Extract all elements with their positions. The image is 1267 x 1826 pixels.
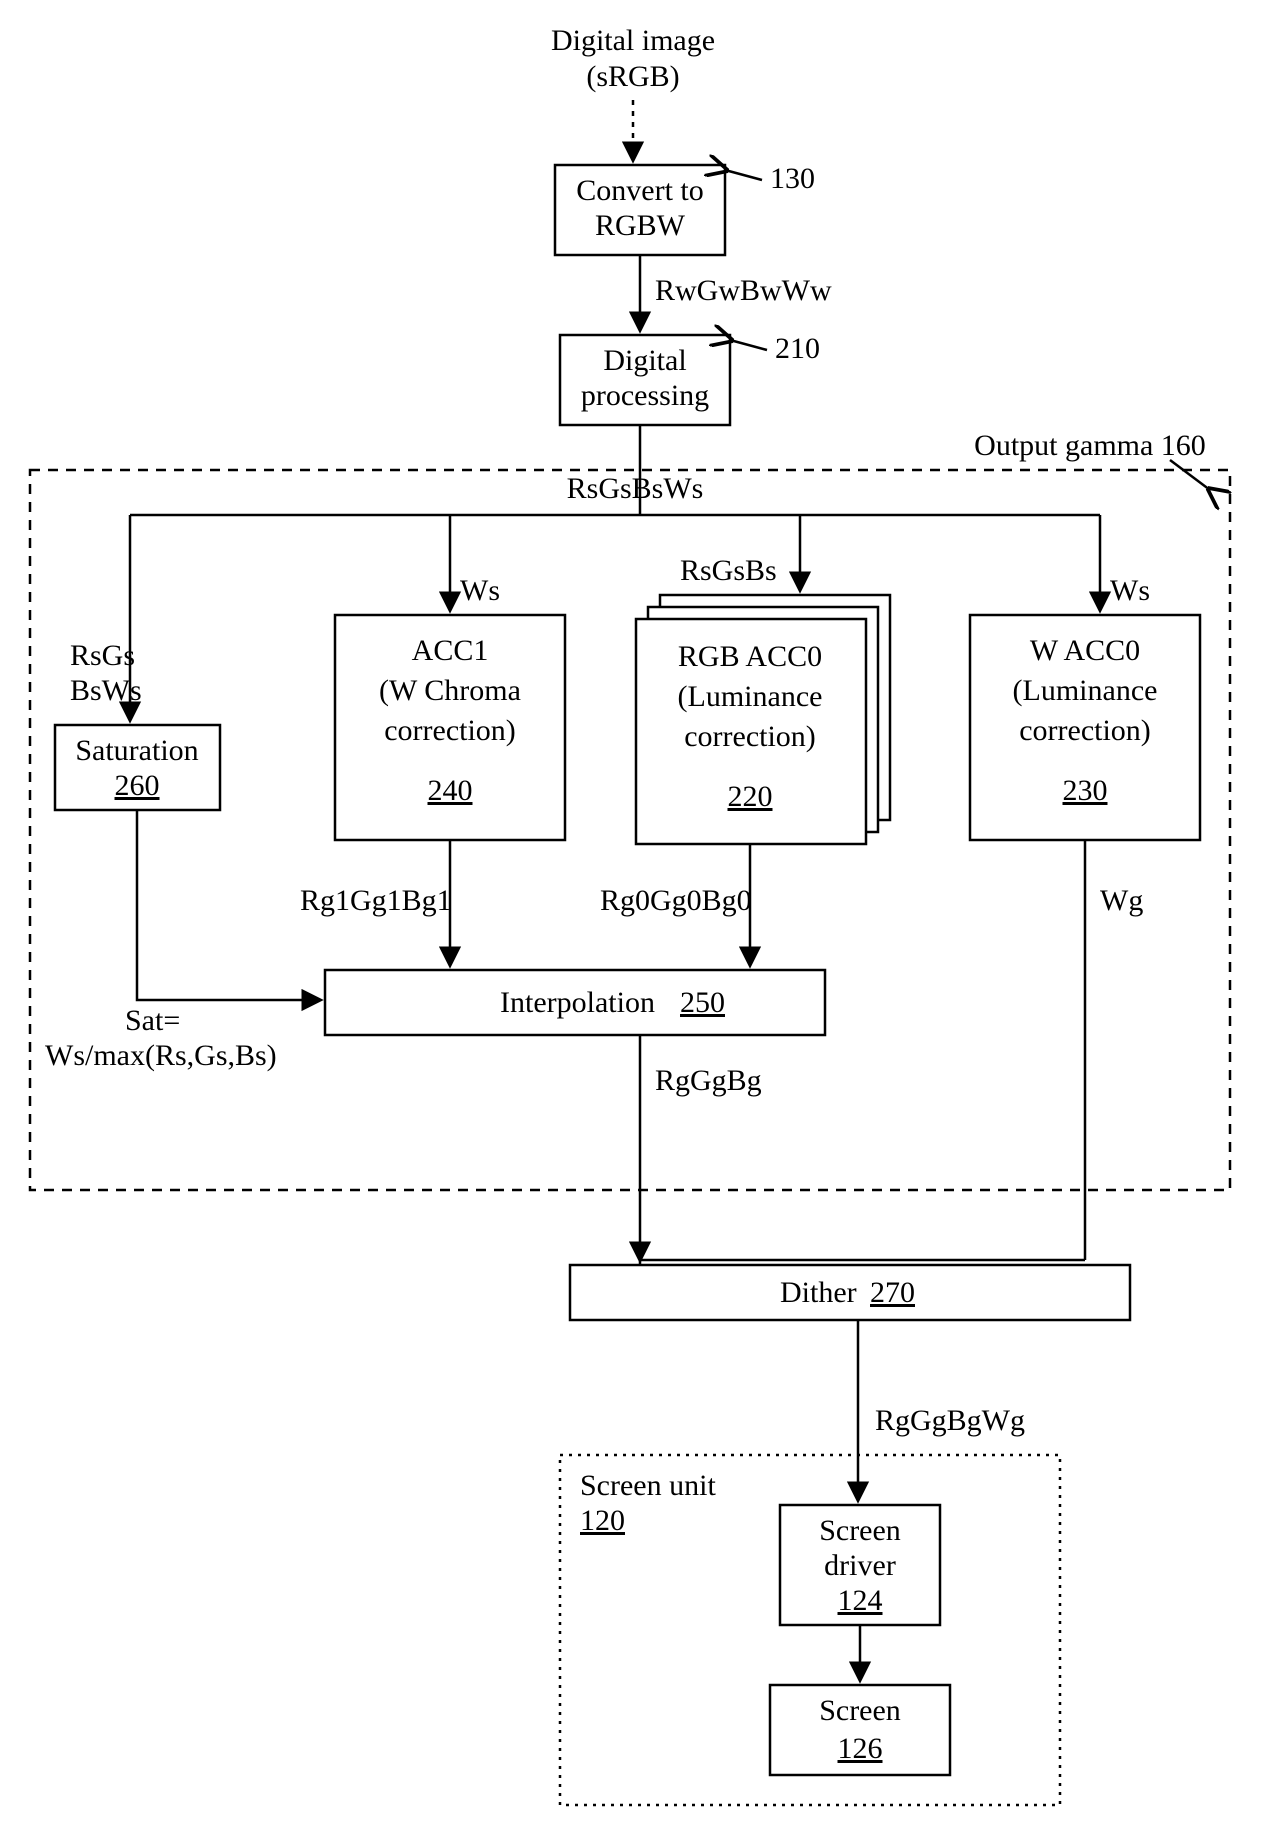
- digital-processing-box: Digital processing: [560, 335, 730, 425]
- sat-expr2: Ws/max(Rs,Gs,Bs): [45, 1039, 277, 1072]
- arrow-sat-interp: [137, 810, 320, 1000]
- wg-label: Wg: [1100, 884, 1143, 917]
- wacc0-line1: W ACC0: [1030, 634, 1140, 667]
- ws-to-wacc0: Ws: [1110, 574, 1150, 607]
- acc1-box: ACC1 (W Chroma correction) 240: [335, 615, 565, 840]
- dp-line1: Digital: [603, 344, 686, 377]
- saturation-box: Saturation 260: [55, 725, 220, 810]
- rgbacc0-line1: RGB ACC0: [678, 640, 822, 673]
- dither-title: Dither: [780, 1276, 857, 1309]
- screen-unit-ref: 120: [580, 1504, 625, 1537]
- saturation-title: Saturation: [75, 734, 198, 767]
- screen-driver-ref: 124: [838, 1584, 883, 1617]
- sat-expr1: Sat=: [125, 1004, 180, 1037]
- wacc0-line2: (Luminance: [1013, 674, 1158, 707]
- ref-line-210: [730, 340, 767, 350]
- rgggbgwg-label: RgGgBgWg: [875, 1404, 1025, 1437]
- ref-line-130: [725, 170, 762, 180]
- rgggbg-label: RgGgBg: [655, 1064, 762, 1097]
- ref-line-160: [1170, 460, 1210, 490]
- diagram-root: Digital image (sRGB) Convert to RGBW 130…: [0, 0, 1267, 1826]
- rg0gg0bg0-label: Rg0Gg0Bg0: [600, 884, 752, 917]
- w-acc0-box: W ACC0 (Luminance correction) 230: [970, 615, 1200, 840]
- convert-box: Convert to RGBW: [555, 165, 725, 255]
- signal-rwgwbwww: RwGwBwWw: [655, 274, 832, 307]
- interp-title: Interpolation: [500, 986, 655, 1019]
- rgbacc0-line2: (Luminance: [678, 680, 823, 713]
- ws-to-acc1: Ws: [460, 574, 500, 607]
- rgbacc0-line3: correction): [684, 720, 816, 753]
- rsgs-line2: BsWs: [70, 674, 142, 707]
- acc1-line1: ACC1: [412, 634, 489, 667]
- screen-unit-label: Screen unit: [580, 1469, 716, 1502]
- screen-driver-line2: driver: [824, 1549, 896, 1582]
- convert-line1: Convert to: [576, 174, 704, 207]
- signal-rsgsbsws: RsGsBsWs: [567, 472, 704, 505]
- screen-title: Screen: [819, 1694, 901, 1727]
- dither-ref: 270: [870, 1276, 915, 1309]
- convert-line2: RGBW: [595, 209, 686, 242]
- top-label-2: (sRGB): [586, 60, 679, 93]
- dither-box: Dither 270: [570, 1265, 1130, 1320]
- wacc0-ref: 230: [1063, 774, 1108, 807]
- acc1-line3: correction): [384, 714, 516, 747]
- screen-ref: 126: [838, 1732, 883, 1765]
- interp-ref: 250: [680, 986, 725, 1019]
- rsgsbs-label: RsGsBs: [680, 554, 777, 587]
- screen-driver-box: Screen driver 124: [780, 1505, 940, 1625]
- rg1gg1bg1-label: Rg1Gg1Bg1: [300, 884, 452, 917]
- top-label-1: Digital image: [551, 24, 715, 57]
- dp-line2: processing: [581, 379, 709, 412]
- ref-210: 210: [775, 332, 820, 365]
- output-gamma-label: Output gamma 160: [974, 429, 1206, 462]
- screen-driver-title: Screen: [819, 1514, 901, 1547]
- rgb-acc0-box: RGB ACC0 (Luminance correction) 220: [636, 595, 890, 844]
- rsgs-line1: RsGs: [70, 639, 135, 672]
- wacc0-line3: correction): [1019, 714, 1151, 747]
- saturation-ref: 260: [115, 769, 160, 802]
- rgbacc0-ref: 220: [728, 780, 773, 813]
- interpolation-box: Interpolation 250: [325, 970, 825, 1035]
- ref-130: 130: [770, 162, 815, 195]
- screen-box: Screen 126: [770, 1685, 950, 1775]
- acc1-ref: 240: [428, 774, 473, 807]
- acc1-line2: (W Chroma: [379, 674, 521, 707]
